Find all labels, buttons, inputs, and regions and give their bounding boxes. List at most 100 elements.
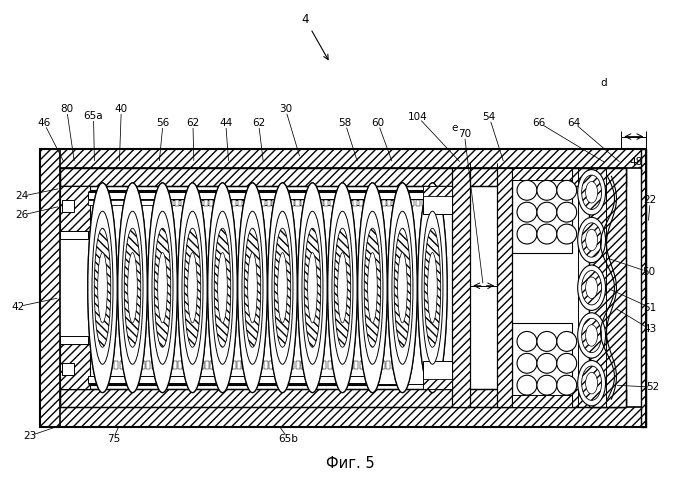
Ellipse shape	[358, 183, 387, 393]
Bar	[416, 200, 420, 206]
Ellipse shape	[178, 183, 207, 393]
Circle shape	[537, 354, 557, 373]
Ellipse shape	[364, 228, 381, 347]
Circle shape	[557, 354, 577, 373]
Ellipse shape	[586, 182, 598, 203]
Text: 75: 75	[107, 434, 120, 444]
Bar	[512, 169, 572, 180]
Bar	[59, 186, 89, 231]
Text: 30: 30	[279, 104, 292, 114]
Ellipse shape	[268, 183, 297, 393]
Bar	[353, 200, 357, 206]
Bar	[344, 361, 347, 369]
Ellipse shape	[298, 183, 327, 393]
Ellipse shape	[577, 217, 605, 263]
Bar	[40, 149, 647, 427]
Bar	[397, 361, 401, 369]
Bar	[589, 169, 626, 407]
Bar	[216, 361, 219, 369]
Bar	[296, 361, 299, 369]
Circle shape	[537, 331, 557, 351]
Ellipse shape	[88, 183, 117, 393]
Bar	[317, 361, 321, 369]
Text: 58: 58	[338, 118, 352, 128]
Bar	[375, 361, 380, 369]
Ellipse shape	[238, 183, 267, 393]
Ellipse shape	[334, 228, 351, 347]
Ellipse shape	[128, 253, 137, 323]
Bar	[328, 361, 331, 369]
Bar	[312, 361, 315, 369]
Bar	[589, 169, 626, 407]
Ellipse shape	[302, 211, 323, 364]
Text: 42: 42	[11, 301, 24, 312]
Ellipse shape	[392, 211, 413, 364]
Bar	[152, 361, 156, 369]
Ellipse shape	[152, 211, 173, 364]
Bar	[59, 389, 626, 407]
Circle shape	[537, 224, 557, 244]
Ellipse shape	[388, 183, 417, 393]
Bar	[200, 361, 203, 369]
Circle shape	[517, 331, 537, 351]
Bar	[290, 361, 294, 369]
Bar	[237, 361, 241, 369]
Bar	[162, 361, 166, 369]
Circle shape	[537, 375, 557, 395]
Ellipse shape	[98, 253, 108, 323]
Text: 70: 70	[458, 128, 471, 139]
Bar	[280, 361, 284, 369]
Bar	[62, 200, 73, 212]
Text: 65a: 65a	[84, 111, 103, 121]
Ellipse shape	[208, 183, 237, 393]
Bar	[376, 200, 380, 206]
Circle shape	[557, 202, 577, 222]
Bar	[203, 200, 208, 206]
Ellipse shape	[178, 183, 207, 393]
Ellipse shape	[328, 183, 357, 393]
Bar	[175, 200, 179, 206]
Circle shape	[557, 180, 577, 200]
Circle shape	[517, 180, 537, 200]
Ellipse shape	[272, 211, 293, 364]
Bar	[189, 361, 193, 369]
Ellipse shape	[424, 228, 440, 347]
Bar	[173, 361, 177, 369]
Circle shape	[557, 224, 577, 244]
Bar	[269, 361, 273, 369]
Ellipse shape	[582, 223, 602, 257]
Ellipse shape	[332, 211, 353, 364]
Bar	[284, 200, 288, 206]
Ellipse shape	[298, 183, 327, 393]
Text: 4: 4	[301, 13, 328, 59]
Bar	[393, 200, 397, 206]
Text: 23: 23	[23, 431, 36, 441]
Bar	[278, 200, 282, 206]
Circle shape	[537, 202, 557, 222]
Bar	[59, 389, 626, 407]
Bar	[273, 200, 277, 206]
Bar	[244, 200, 248, 206]
Bar	[146, 361, 150, 369]
Circle shape	[517, 354, 537, 373]
Bar	[226, 361, 230, 369]
Bar	[130, 361, 134, 369]
Bar	[423, 186, 452, 214]
Ellipse shape	[582, 318, 602, 353]
Bar	[512, 169, 572, 253]
Bar	[289, 200, 294, 206]
Bar	[336, 200, 340, 206]
Bar	[403, 361, 406, 369]
Ellipse shape	[328, 183, 357, 393]
Ellipse shape	[154, 228, 171, 347]
Bar	[338, 361, 343, 369]
Ellipse shape	[577, 313, 605, 358]
Bar	[115, 361, 118, 369]
Bar	[347, 200, 352, 206]
Ellipse shape	[388, 183, 417, 393]
Ellipse shape	[338, 253, 347, 323]
Bar	[370, 200, 374, 206]
Bar	[330, 200, 334, 206]
Text: 65b: 65b	[278, 434, 298, 444]
Ellipse shape	[124, 228, 140, 347]
